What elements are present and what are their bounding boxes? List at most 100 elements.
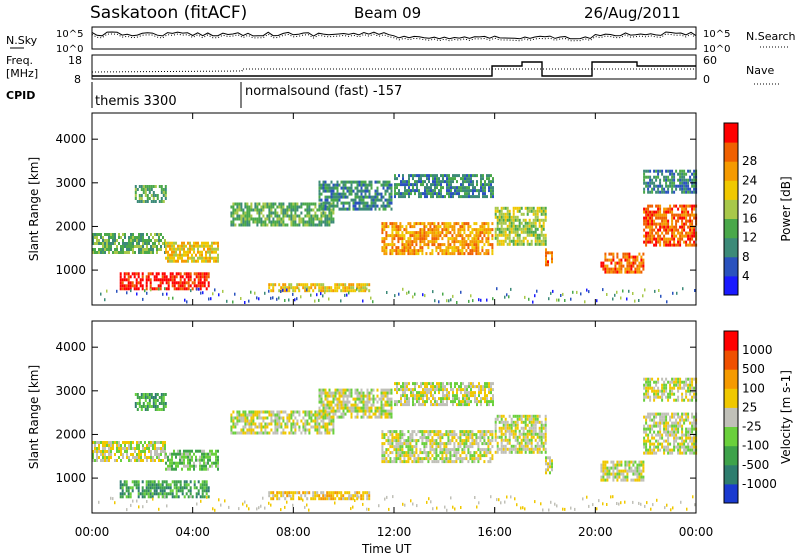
- echo-cell: [487, 222, 490, 226]
- echo-cell: [431, 445, 434, 449]
- echo-cell: [328, 186, 331, 190]
- echo-cell: [683, 222, 686, 226]
- echo-cell: [643, 240, 646, 244]
- echo-cell: [165, 256, 167, 260]
- echo-cell: [191, 287, 194, 291]
- echo-cell: [424, 400, 426, 404]
- echo-cell: [230, 416, 233, 420]
- echo-cell: [636, 264, 639, 268]
- echo-cell: [470, 394, 472, 398]
- echo-cell: [94, 242, 96, 245]
- echo-cell: [248, 205, 251, 209]
- echo-cell: [280, 202, 283, 206]
- ground-scatter: [100, 287, 696, 304]
- echo-cell: [322, 497, 325, 501]
- echo-cell: [437, 433, 440, 437]
- echo-cell: [440, 388, 442, 392]
- echo-cell: [500, 218, 503, 222]
- echo-cell: [424, 394, 426, 398]
- echo-cell: [94, 248, 96, 251]
- echo-cell: [653, 228, 656, 232]
- echo-cell: [630, 264, 633, 268]
- echo-cell: [145, 287, 148, 291]
- echo-cell: [294, 211, 297, 215]
- echo-cell: [461, 433, 464, 437]
- echo-cell: [183, 281, 186, 285]
- echo-cell: [138, 245, 140, 248]
- echo-cell: [397, 442, 400, 446]
- echo-cell: [512, 224, 515, 228]
- echo-cell: [659, 213, 662, 217]
- echo-cell: [294, 410, 297, 414]
- echo-cell: [479, 454, 482, 458]
- echo-cell: [528, 221, 531, 225]
- echo-cell: [679, 181, 682, 185]
- echo-cell: [104, 453, 106, 456]
- echo-cell: [114, 251, 116, 254]
- echo-cell: [336, 289, 339, 293]
- echo-cell: [417, 439, 420, 443]
- echo-cell: [403, 460, 406, 464]
- echo-cell: [459, 231, 462, 235]
- echo-cell: [118, 456, 120, 459]
- echo-cell: [408, 186, 410, 190]
- echo-cell: [657, 216, 660, 220]
- echo-cell: [296, 491, 299, 495]
- echo-cell: [410, 174, 412, 178]
- echo-cell: [264, 422, 267, 426]
- echo-cell: [171, 489, 174, 493]
- echo-cell: [330, 220, 333, 224]
- echo-cell: [364, 406, 367, 410]
- echo-cell: [464, 403, 466, 407]
- echo-cell: [461, 451, 464, 455]
- echo-cell: [443, 433, 446, 437]
- echo-cell: [250, 202, 253, 206]
- echo-cell: [114, 236, 116, 239]
- echo-cell: [663, 237, 666, 241]
- echo-cell: [423, 228, 426, 232]
- echo-cell: [171, 480, 174, 484]
- echo-cell: [189, 449, 191, 453]
- echo-cell: [197, 272, 200, 276]
- scatter-cell: [142, 297, 144, 301]
- echo-cell: [288, 202, 291, 206]
- echo-cell: [183, 241, 185, 245]
- echo-cell: [409, 225, 412, 229]
- echo-cell: [207, 247, 209, 251]
- echo-cell: [510, 230, 513, 234]
- echo-cell: [448, 186, 450, 190]
- echo-cell: [306, 220, 309, 224]
- echo-cell: [403, 442, 406, 446]
- echo-cell: [256, 202, 259, 206]
- echo-cell: [98, 242, 100, 245]
- echo-cell: [147, 495, 150, 499]
- echo-region: [494, 206, 547, 246]
- echo-cell: [366, 283, 369, 287]
- echo-cell: [384, 412, 387, 416]
- echo-cell: [651, 219, 654, 223]
- echo-cell: [663, 216, 666, 220]
- echo-cell: [356, 491, 359, 495]
- echo-cell: [406, 394, 408, 398]
- echo-cell: [655, 169, 658, 173]
- scatter-cell: [634, 299, 636, 303]
- echo-cell: [445, 454, 448, 458]
- echo-cell: [346, 403, 349, 407]
- echo-cell: [461, 460, 464, 464]
- echo-cell: [119, 486, 122, 490]
- scatter-cell: [116, 289, 118, 293]
- echo-cell: [344, 180, 347, 184]
- echo-cell: [94, 441, 96, 444]
- echo-cell: [528, 233, 531, 237]
- echo-cell: [154, 242, 156, 245]
- echo-cell: [391, 430, 394, 434]
- echo-cell: [394, 192, 396, 196]
- echo-cell: [448, 174, 450, 178]
- echo-cell: [378, 406, 381, 410]
- echo-cell: [356, 192, 359, 196]
- echo-cell: [691, 234, 694, 238]
- echo-cell: [154, 453, 156, 456]
- echo-cell: [252, 419, 255, 423]
- echo-cell: [540, 227, 543, 231]
- echo-cell: [264, 410, 267, 414]
